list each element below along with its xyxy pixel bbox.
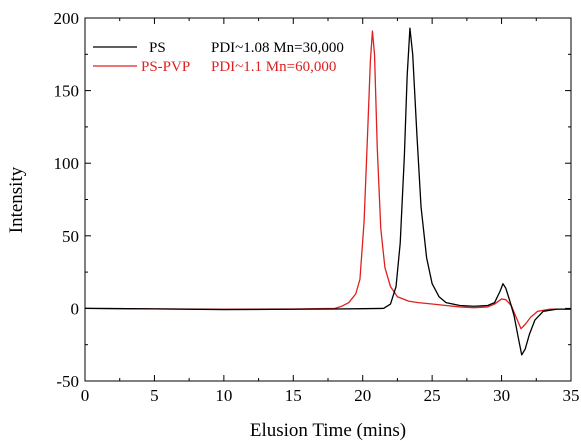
- x-tick-label: 15: [285, 386, 302, 405]
- y-tick-label: 0: [71, 299, 80, 318]
- y-tick-label: 150: [54, 82, 80, 101]
- legend-series-name: PS-PVP: [141, 59, 190, 75]
- y-axis-title: Intensity: [6, 166, 27, 233]
- legend-series-name: PS: [149, 40, 166, 56]
- y-tick-label: 100: [54, 154, 80, 173]
- series-line-ps: [84, 27, 571, 356]
- series-lines: [84, 27, 571, 356]
- x-tick-label: 10: [215, 386, 232, 405]
- plot-frame: [84, 17, 572, 382]
- x-tick-label: 0: [81, 386, 90, 405]
- x-tick-label: 35: [563, 386, 580, 405]
- y-tick-label: 200: [54, 9, 80, 28]
- legend-annotation: PDI~1.1 Mn=60,000: [211, 59, 336, 75]
- legend: PS PDI~1.08 Mn=30,000 PS-PVP PDI~1.1 Mn=60,…: [93, 40, 344, 75]
- x-tick-label: 30: [493, 386, 510, 405]
- x-tick-label: 25: [424, 386, 441, 405]
- y-tick-label: 50: [62, 227, 79, 246]
- x-tick-label: 20: [354, 386, 371, 405]
- series-line-ps-pvp: [84, 30, 571, 330]
- x-tick-label: 5: [150, 386, 159, 405]
- legend-annotation: PDI~1.08 Mn=30,000: [211, 40, 344, 56]
- y-tick-label: -50: [56, 372, 79, 391]
- x-axis-title: Elusion Time (mins): [250, 420, 406, 441]
